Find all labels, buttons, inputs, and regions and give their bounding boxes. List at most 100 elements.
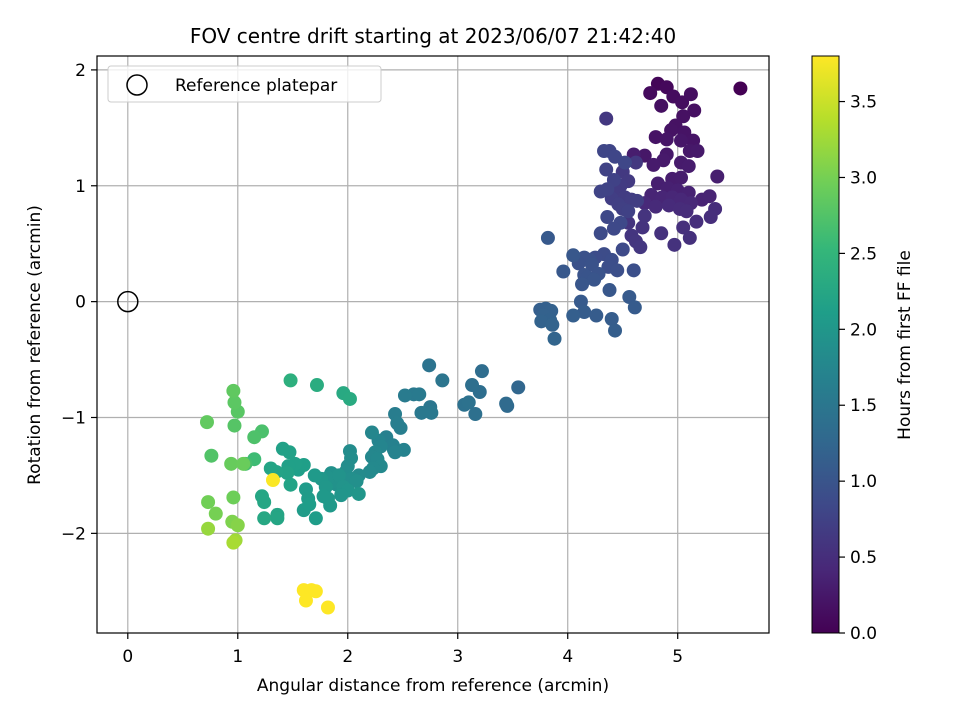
data-point (511, 380, 526, 395)
data-point (308, 584, 323, 599)
reference-marker-layer (117, 290, 139, 313)
data-point (575, 277, 590, 292)
data-point (414, 405, 429, 420)
data-point (690, 144, 705, 159)
colorbar-tick-label: 2.5 (850, 244, 877, 264)
data-point (654, 98, 669, 113)
data-point (208, 506, 223, 521)
chart-title: FOV centre drift starting at 2023/06/07 … (190, 24, 676, 48)
data-point (687, 103, 702, 118)
data-point (247, 430, 262, 445)
data-point (302, 497, 317, 512)
data-point (308, 511, 323, 526)
colorbar-tick-label: 0.0 (850, 624, 877, 644)
y-tick-label: 0 (75, 293, 86, 313)
data-point (263, 461, 278, 476)
data-point (199, 415, 214, 430)
data-point (474, 364, 489, 379)
data-point (280, 466, 295, 481)
data-point (674, 170, 689, 185)
data-point (201, 495, 216, 510)
legend-entry: Reference platepar (175, 76, 337, 96)
data-point (270, 511, 285, 526)
data-point (334, 488, 349, 503)
y-axis-label: Rotation from reference (arcmin) (25, 205, 45, 485)
data-point (309, 378, 324, 393)
legend: Reference platepar (107, 65, 382, 103)
data-point (643, 86, 658, 101)
data-point (545, 317, 560, 332)
data-point (597, 144, 612, 159)
colorbar-gradient (811, 55, 840, 634)
data-point (323, 498, 338, 513)
data-point (265, 473, 280, 488)
colorbar-tick-label: 1.5 (850, 396, 877, 416)
data-point (648, 130, 663, 145)
data-point (675, 95, 690, 110)
data-point (298, 593, 313, 608)
data-point (617, 155, 632, 170)
data-point (556, 264, 571, 279)
data-point (397, 388, 412, 403)
data-point (283, 477, 298, 492)
data-point (679, 204, 694, 219)
legend-marker-icon (126, 74, 148, 96)
data-point (628, 155, 643, 170)
data-point (635, 220, 650, 235)
data-point (599, 162, 614, 177)
data-point (227, 418, 242, 433)
data-point (600, 210, 615, 225)
data-point (424, 405, 439, 420)
colorbar-tick-label: 2.0 (850, 320, 877, 340)
data-point (226, 490, 241, 505)
data-point (661, 198, 676, 213)
data-point (587, 272, 602, 287)
data-point (351, 486, 366, 501)
data-point (224, 456, 239, 471)
data-point (257, 511, 272, 526)
y-tick-label: 2 (75, 61, 86, 81)
data-point (499, 396, 514, 411)
data-point (540, 230, 555, 245)
data-point (681, 159, 696, 174)
x-tick-label: 0 (122, 647, 133, 667)
data-point (226, 383, 241, 398)
colorbar-tick-label: 3.5 (850, 93, 877, 113)
data-point (393, 420, 408, 435)
data-point (648, 199, 663, 214)
x-tick-label: 4 (562, 647, 573, 667)
data-point (659, 132, 674, 147)
data-point (283, 373, 298, 388)
colorbar-tick-label: 3.0 (850, 168, 877, 188)
data-point (615, 242, 630, 257)
data-point (547, 331, 562, 346)
data-point (608, 323, 623, 338)
data-point (683, 87, 698, 102)
data-point (320, 600, 335, 615)
colorbar-tick-label: 0.5 (850, 548, 877, 568)
x-tick-label: 3 (452, 647, 463, 667)
data-point (674, 133, 689, 148)
data-point (599, 111, 614, 126)
x-axis-label: Angular distance from reference (arcmin) (257, 676, 609, 696)
data-point (566, 308, 581, 323)
data-point (566, 248, 581, 263)
y-tick-label: −2 (61, 524, 86, 544)
data-point (461, 395, 476, 410)
data-point (626, 263, 641, 278)
x-tick-label: 1 (232, 647, 243, 667)
data-point (654, 226, 669, 241)
data-point (676, 220, 691, 235)
data-points (199, 76, 748, 615)
data-point (331, 468, 346, 483)
data-point (627, 300, 642, 315)
data-point (602, 283, 617, 298)
data-point (362, 464, 377, 479)
data-point (577, 305, 592, 320)
data-point (204, 448, 219, 463)
data-point (703, 210, 718, 225)
colorbar-label: Hours from first FF file (895, 250, 915, 440)
data-point (606, 221, 621, 236)
x-tick-label: 2 (342, 647, 353, 667)
data-point (435, 373, 450, 388)
